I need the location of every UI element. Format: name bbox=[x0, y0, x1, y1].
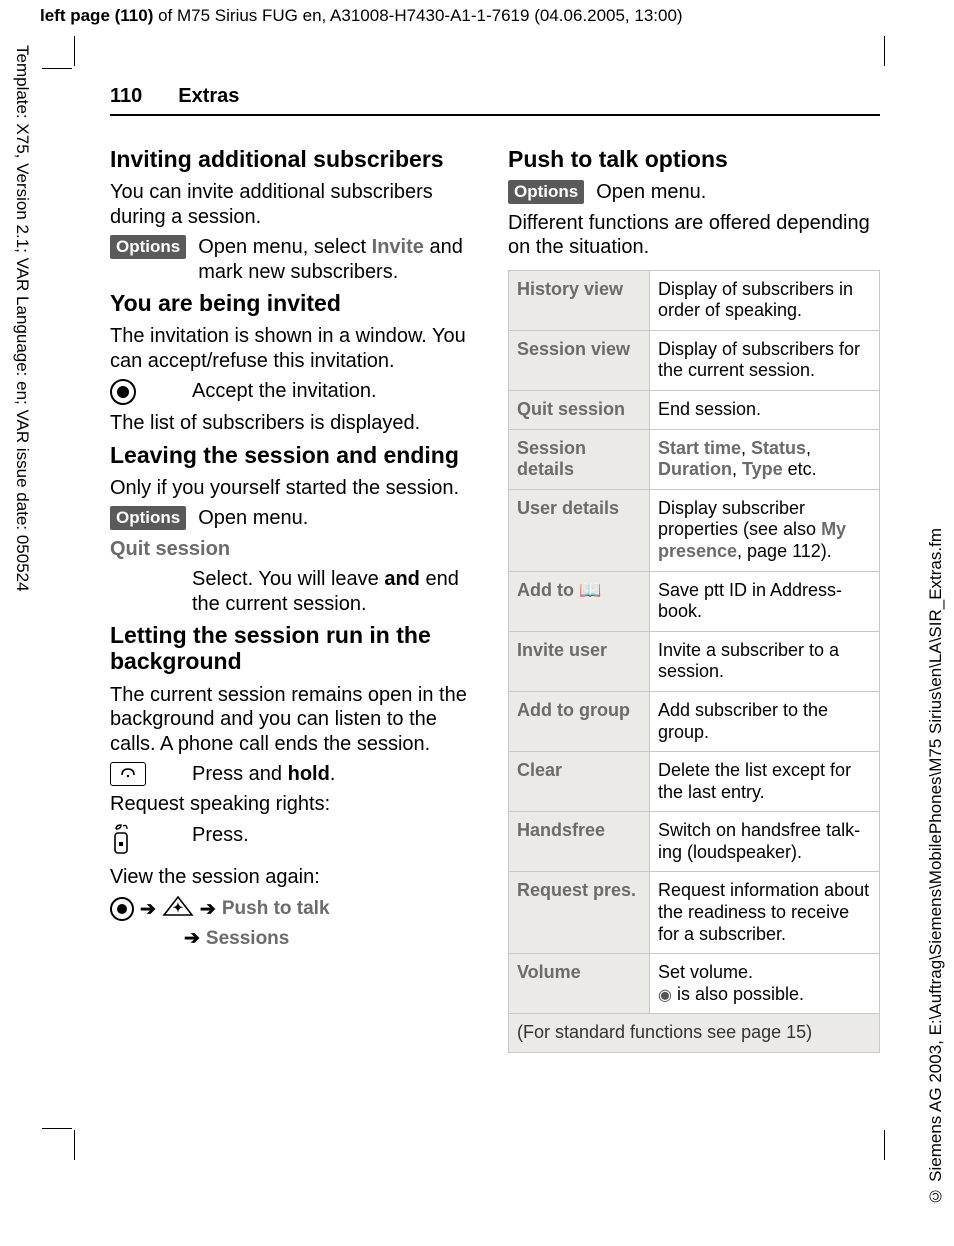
crop-mark bbox=[884, 36, 885, 66]
center-key-icon[interactable] bbox=[110, 379, 180, 405]
meta-left-vertical: Template: X75, Version 2.1; VAR Language… bbox=[12, 45, 32, 645]
options-softkey[interactable]: Options bbox=[110, 235, 186, 259]
open-menu-text: Open menu. bbox=[596, 180, 880, 204]
option-name: Add to group bbox=[509, 691, 650, 751]
option-description: Save ptt ID in Address-book. bbox=[649, 571, 879, 631]
para-leave: Only if you yourself started the session… bbox=[110, 476, 482, 500]
t: Press and bbox=[192, 763, 288, 785]
crop-mark bbox=[42, 1128, 72, 1129]
para-invited: The invitation is shown in a window. You… bbox=[110, 324, 482, 373]
center-key-icon[interactable] bbox=[110, 897, 134, 921]
option-description: Invite a subscriber to a session. bbox=[649, 631, 879, 691]
option-description: Add subscriber to the group. bbox=[649, 691, 879, 751]
navigation-path: ➔ ✦ ➔ Push to talk bbox=[110, 895, 482, 923]
page-number: 110 bbox=[110, 85, 142, 108]
accept-text: Accept the invitation. bbox=[192, 379, 482, 403]
page-content: 110 Extras Inviting additional subscribe… bbox=[110, 85, 880, 1053]
crop-mark bbox=[884, 1130, 885, 1160]
option-description: Delete the list except for the last entr… bbox=[649, 752, 879, 812]
arrow-icon: ➔ bbox=[140, 898, 156, 921]
running-header: 110 Extras bbox=[110, 85, 880, 116]
option-name: Handsfree bbox=[509, 812, 650, 872]
heading-invite: Inviting additional subscribers bbox=[110, 146, 482, 172]
option-name: Quit session bbox=[509, 390, 650, 429]
option-description: Display of subscribers for the current s… bbox=[649, 330, 879, 390]
press-hold-text: Press and hold. bbox=[192, 762, 482, 786]
heading-leave: Leaving the session and ending bbox=[110, 442, 482, 468]
table-row: HandsfreeSwitch on handsfree talk-ing (l… bbox=[509, 812, 880, 872]
options-table: History viewDisplay of subscribers in or… bbox=[508, 270, 880, 1053]
ptt-side-key-icon[interactable] bbox=[110, 823, 180, 855]
meta-top: left page (110) of M75 Sirius FUG en, A3… bbox=[40, 6, 683, 26]
option-name: Session view bbox=[509, 330, 650, 390]
table-row: Add to 📖Save ptt ID in Address-book. bbox=[509, 571, 880, 631]
arrow-icon: ➔ bbox=[200, 898, 216, 921]
section-title: Extras bbox=[178, 85, 239, 108]
meta-top-rest: of M75 Sirius FUG en, A31008-H7430-A1-1-… bbox=[153, 6, 682, 25]
option-description: Display subscriber properties (see also … bbox=[649, 489, 879, 571]
options-softkey[interactable]: Options bbox=[110, 506, 186, 530]
right-column: Push to talk options Options Open menu. … bbox=[508, 142, 880, 1053]
option-name: Request pres. bbox=[509, 872, 650, 954]
option-name: Invite user bbox=[509, 631, 650, 691]
heading-ptt-options: Push to talk options bbox=[508, 146, 880, 172]
meta-top-bold: left page (110) bbox=[40, 6, 153, 25]
quit-session-text: Select. You will leave and end the curre… bbox=[192, 567, 482, 616]
table-row: Add to groupAdd subscriber to the group. bbox=[509, 691, 880, 751]
table-row: ClearDelete the list except for the last… bbox=[509, 752, 880, 812]
open-menu-text: Open menu. bbox=[198, 506, 482, 530]
meta-right-vertical: © Siemens AG 2003, E:\Auftrag\Siemens\Mo… bbox=[926, 528, 946, 1206]
table-row: Invite userInvite a subscriber to a sess… bbox=[509, 631, 880, 691]
option-description: Start time, Status, Duration, Type etc. bbox=[649, 429, 879, 489]
option-name: Clear bbox=[509, 752, 650, 812]
table-footer-row: (For standard functions see page 15) bbox=[509, 1014, 880, 1053]
nav-sessions: Sessions bbox=[206, 928, 289, 950]
table-row: Request pres.Request information about t… bbox=[509, 872, 880, 954]
option-description: Switch on handsfree talk-ing (loudspeake… bbox=[649, 812, 879, 872]
para-different-functions: Different functions are offered dependin… bbox=[508, 211, 880, 260]
option-name: Add to 📖 bbox=[509, 571, 650, 631]
para-list: The list of subscribers is displayed. bbox=[110, 411, 482, 435]
option-name: History view bbox=[509, 270, 650, 330]
t: Select. You will leave bbox=[192, 568, 384, 590]
press-text: Press. bbox=[192, 823, 482, 847]
svg-text:✦: ✦ bbox=[172, 900, 183, 915]
table-row: Session viewDisplay of subscribers for t… bbox=[509, 330, 880, 390]
table-row: Quit sessionEnd session. bbox=[509, 390, 880, 429]
power-hold-key-icon[interactable] bbox=[110, 762, 180, 786]
t: . bbox=[330, 763, 336, 785]
t: hold bbox=[288, 763, 330, 785]
left-column: Inviting additional subscribers You can … bbox=[110, 142, 482, 1053]
txt: Open menu, select bbox=[198, 236, 371, 258]
crop-mark bbox=[74, 1130, 75, 1160]
table-footer-text: (For standard functions see page 15) bbox=[509, 1014, 880, 1053]
request-rights-text: Request speaking rights: bbox=[110, 792, 482, 816]
txt-bold: Invite bbox=[372, 236, 424, 258]
table-row: User detailsDisplay subscriber propertie… bbox=[509, 489, 880, 571]
option-description: Request information about the readiness … bbox=[649, 872, 879, 954]
para-background: The current session remains open in the … bbox=[110, 683, 482, 756]
option-description: End session. bbox=[649, 390, 879, 429]
arrow-icon: ➔ bbox=[184, 927, 200, 950]
option-description: Display of subscribers in order of speak… bbox=[649, 270, 879, 330]
t: and bbox=[384, 568, 420, 590]
extras-menu-icon: ✦ bbox=[162, 895, 194, 923]
quit-session-label: Quit session bbox=[110, 537, 482, 561]
option-name: Session details bbox=[509, 429, 650, 489]
options-softkey[interactable]: Options bbox=[508, 180, 584, 204]
table-row: Session detailsStart time, Status, Durat… bbox=[509, 429, 880, 489]
option-name: User details bbox=[509, 489, 650, 571]
heading-background: Letting the session run in the backgroun… bbox=[110, 622, 482, 675]
table-row: History viewDisplay of subscribers in or… bbox=[509, 270, 880, 330]
option-name: Volume bbox=[509, 954, 650, 1014]
table-row: VolumeSet volume.◉ is also possible. bbox=[509, 954, 880, 1014]
option-description: Set volume.◉ is also possible. bbox=[649, 954, 879, 1014]
view-again-text: View the session again: bbox=[110, 865, 482, 889]
invite-action: Open menu, select Invite and mark new su… bbox=[198, 235, 482, 284]
crop-mark bbox=[74, 36, 75, 66]
nav-ptt: Push to talk bbox=[222, 898, 330, 920]
heading-invited: You are being invited bbox=[110, 290, 482, 316]
crop-mark bbox=[42, 68, 72, 69]
para-invite: You can invite additional subscribers du… bbox=[110, 180, 482, 229]
